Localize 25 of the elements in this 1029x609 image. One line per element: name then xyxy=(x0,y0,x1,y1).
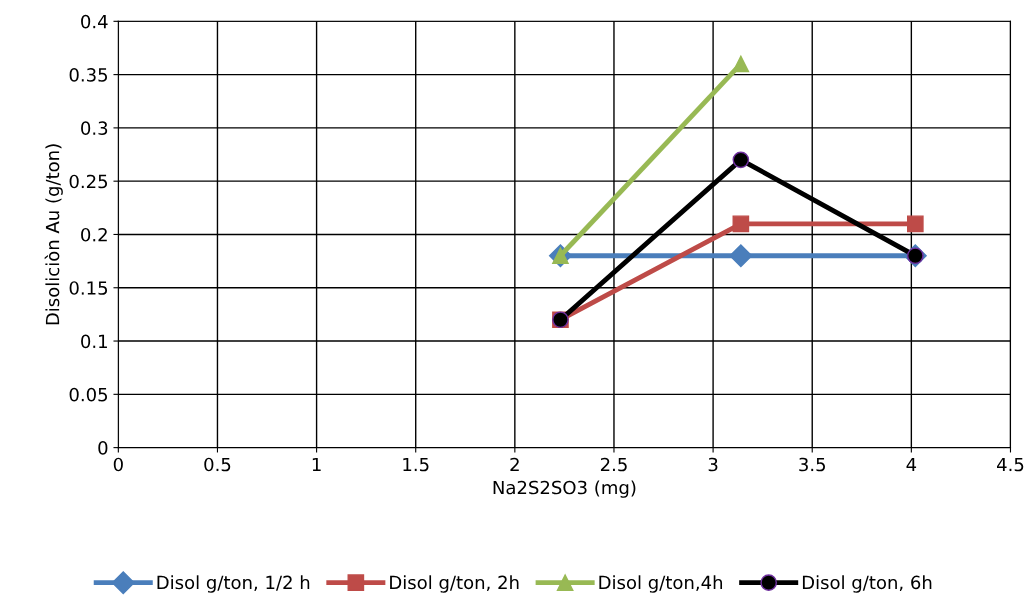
x-tick-label: 3 xyxy=(708,457,718,472)
x-tick-label: 4 xyxy=(906,457,917,472)
x-tick-label: 1.5 xyxy=(403,457,429,472)
x-tick-label: 0 xyxy=(113,457,123,472)
x-tick-label: 2 xyxy=(510,457,519,472)
y-tick-label: 0.4 xyxy=(81,14,108,29)
y-tick-label: 0 xyxy=(98,441,108,455)
y-tick-label: 0.1 xyxy=(81,334,107,349)
x-tick-label: 1 xyxy=(312,457,321,472)
y-tick-label: 0.2 xyxy=(81,227,107,242)
y-axis-title: Disoliciòn Au (g/ton) xyxy=(44,144,63,325)
y-tick-label: 0.35 xyxy=(69,68,108,82)
x-tick-label: 3.5 xyxy=(799,457,825,472)
y-tick-label: 0.05 xyxy=(69,387,108,402)
legend-label: Disol g/ton, 6h xyxy=(802,575,932,593)
y-tick-label: 0.15 xyxy=(69,281,108,295)
x-axis-title: Na2S2SO3 (mg) xyxy=(493,480,636,498)
y-tick-label: 0.3 xyxy=(81,121,108,136)
legend-label: Disol g/ton,4h xyxy=(599,575,723,593)
x-tick-label: 4.5 xyxy=(997,457,1024,472)
legend-label: Disol g/ton, 2h xyxy=(390,575,519,593)
x-tick-label: 0.5 xyxy=(204,457,231,472)
x-tick-label: 2.5 xyxy=(600,457,627,472)
legend-label: Disol g/ton, 1/2 h xyxy=(157,575,310,593)
y-tick-label: 0.25 xyxy=(69,174,108,189)
